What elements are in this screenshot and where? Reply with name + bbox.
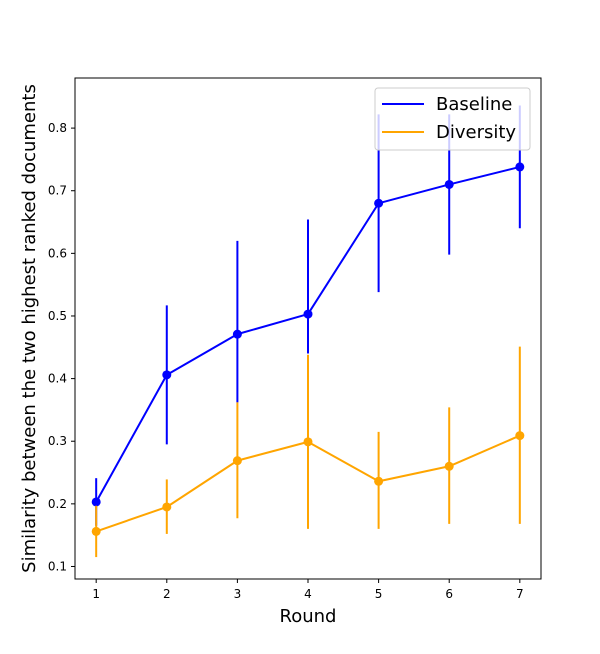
series-layer xyxy=(91,105,525,558)
x-tick-label: 5 xyxy=(375,587,383,601)
legend-label-diversity: Diversity xyxy=(436,122,516,143)
series-baseline xyxy=(91,105,525,526)
legend-label-baseline: Baseline xyxy=(436,94,512,115)
y-tick-label: 0.7 xyxy=(48,184,67,198)
x-tick-label: 2 xyxy=(163,587,171,601)
x-tick-label: 4 xyxy=(304,587,312,601)
y-tick-label: 0.3 xyxy=(48,434,67,448)
y-tick-label: 0.2 xyxy=(48,497,67,511)
baseline-data-point xyxy=(91,497,101,507)
baseline-data-point xyxy=(515,162,525,172)
diversity-data-point xyxy=(515,431,525,441)
x-axis-ticks: 1 2 3 4 5 6 7 xyxy=(92,579,524,601)
baseline-data-point xyxy=(232,329,242,339)
baseline-data-point xyxy=(444,179,454,189)
y-tick-label: 0.1 xyxy=(48,559,67,573)
diversity-data-point xyxy=(232,456,242,466)
y-axis-label: Similarity between the two highest ranke… xyxy=(19,84,40,573)
series-diversity xyxy=(91,346,525,558)
diversity-data-point xyxy=(374,476,384,486)
baseline-data-point xyxy=(374,198,384,208)
baseline-data-point xyxy=(303,309,313,319)
legend: Baseline Diversity xyxy=(374,87,531,151)
diversity-data-point xyxy=(444,461,454,471)
y-tick-label: 0.8 xyxy=(48,121,67,135)
x-tick-label: 7 xyxy=(516,587,524,601)
x-axis-label: Round xyxy=(280,606,337,627)
y-tick-label: 0.5 xyxy=(48,309,67,323)
diversity-data-point xyxy=(162,502,172,512)
diversity-data-point xyxy=(303,437,313,447)
diversity-data-point xyxy=(91,526,101,536)
x-tick-label: 6 xyxy=(445,587,453,601)
y-axis-ticks: 0.1 0.2 0.3 0.4 0.5 0.6 0.7 0.8 xyxy=(48,121,75,573)
x-tick-label: 3 xyxy=(234,587,242,601)
y-tick-label: 0.6 xyxy=(48,246,67,260)
y-tick-label: 0.4 xyxy=(48,372,67,386)
x-tick-label: 1 xyxy=(92,587,100,601)
baseline-data-point xyxy=(162,370,172,380)
